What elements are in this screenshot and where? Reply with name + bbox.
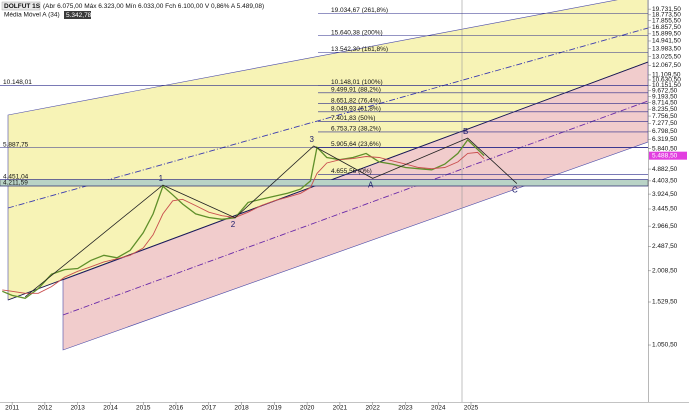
price-line-label: 10.148,01 (3, 79, 32, 86)
price-line-label: 4.451,04 (3, 173, 29, 180)
price-line-label: 5.887,75 (3, 141, 29, 148)
x-tick-label: 2018 (234, 405, 249, 412)
fib-label: 7.401,83 (50%) (331, 115, 375, 122)
y-tick-label: 6.319,50 (652, 136, 678, 143)
fib-label: 8.049,93 (61,8%) (331, 106, 381, 113)
lower-midline (62, 100, 648, 316)
x-tick-label: 2017 (202, 405, 217, 412)
y-tick-label: 19.731,50 (652, 6, 681, 13)
indicator-value: 5.342,78 (66, 12, 92, 19)
support-band (0, 179, 649, 187)
y-tick-label: 9.193,50 (652, 93, 678, 100)
fib-label: 6.753,73 (38,2%) (331, 126, 381, 133)
x-tick-label: 2024 (431, 405, 446, 412)
y-tick-label: 1.529,50 (652, 299, 678, 306)
y-tick-label: 5.840,50 (652, 145, 678, 152)
y-tick-label: 12.067,50 (652, 62, 681, 69)
fib-label: 4.655,56 (0%) (331, 168, 372, 175)
fib-label: 8.651,82 (76,4%) (331, 97, 381, 104)
x-tick-label: 2012 (38, 405, 53, 412)
x-tick-label: 2014 (103, 405, 118, 412)
indicator-name: Média Móvel A (34) (4, 12, 60, 19)
y-tick-label: 9.672,50 (652, 88, 678, 95)
chart-title: DOLFUT 1S (4, 3, 41, 10)
y-tick-label: 7.756,50 (652, 113, 678, 120)
y-tick-label: 16.857,50 (652, 24, 681, 31)
wave-label: C (512, 186, 518, 195)
wave-label: 1 (159, 174, 164, 183)
price-line-label: 4.211,59 (3, 180, 28, 187)
x-tick-label: 2022 (365, 405, 380, 412)
wave-label: 3 (309, 135, 314, 144)
y-tick-label: 4.882,50 (652, 166, 678, 173)
y-tick-label: 15.899,50 (652, 31, 681, 38)
upper-channel (7, 0, 648, 301)
x-tick-label: 2020 (300, 405, 315, 412)
x-tick-label: 2025 (464, 405, 479, 412)
y-tick-label: 13.983,50 (652, 45, 681, 52)
ohlc-info: (Abr 6.075,00 Máx 6.323,00 Mín 6.033,00 … (43, 3, 264, 10)
y-tick-label: 6.798,50 (652, 128, 678, 135)
fib-label: 13.542,30 (161,8%) (331, 46, 388, 53)
plot: 10.148,01 5.887,75 4.451,044.211,59 19.034,… (0, 7, 649, 299)
y-tick-label: 1.050,50 (652, 342, 678, 349)
current-price-box (649, 151, 687, 160)
x-tick-label: 2021 (333, 405, 348, 412)
y-tick-label: 13.025,50 (652, 53, 681, 60)
wave-path (24, 137, 518, 298)
fib-label: 9.499,91 (88,2%) (331, 87, 381, 94)
fib-label: 5.905,64 (23,6%) (331, 141, 381, 148)
x-tick-label: 2011 (5, 405, 19, 412)
symbol-box (1, 1, 41, 11)
y-tick-label: 3.445,50 (652, 206, 678, 213)
y-tick-label: 14.941,50 (652, 38, 681, 45)
y-tick-label: 2.008,50 (652, 268, 678, 275)
fib-label: 15.640,38 (200%) (331, 29, 383, 36)
y-tick-label: 10.151,50 (652, 82, 681, 89)
moving-average (2, 151, 485, 294)
wave-label: 2 (231, 220, 236, 229)
y-tick-label: 3.924,50 (652, 191, 678, 198)
current-price-label: 5.488,50 (652, 152, 678, 159)
y-tick-label: 2.487,50 (652, 243, 678, 250)
x-tick-label: 2023 (398, 405, 413, 412)
x-tick-label: 2019 (267, 405, 282, 412)
upper-midline (7, 27, 648, 209)
y-tick-label: 7.277,50 (652, 120, 678, 127)
y-tick-label: 4.403,50 (652, 178, 678, 185)
y-tick-label: 18.773,50 (652, 12, 681, 19)
y-tick-label: 11.109,50 (652, 72, 681, 79)
price-line-series (2, 138, 485, 299)
y-tick-label: 2.966,50 (652, 223, 678, 230)
x-tick-label: 2013 (70, 405, 85, 412)
fib-label: 10.148,01 (100%) (331, 79, 383, 86)
wave-label: A (368, 181, 374, 190)
y-tick-label: 10.630,50 (652, 77, 681, 84)
y-tick-label: 8.235,50 (652, 106, 678, 113)
y-tick-label: 17.855,50 (652, 17, 681, 24)
x-tick-label: 2015 (136, 405, 151, 412)
y-tick-label: 8.714,50 (652, 99, 678, 106)
fib-label: 19.034,67 (261,8%) (331, 7, 388, 14)
wave-label: B (463, 127, 468, 136)
indicator-value-box (64, 11, 91, 19)
channels (7, 0, 648, 351)
x-tick-label: 2016 (169, 405, 184, 412)
